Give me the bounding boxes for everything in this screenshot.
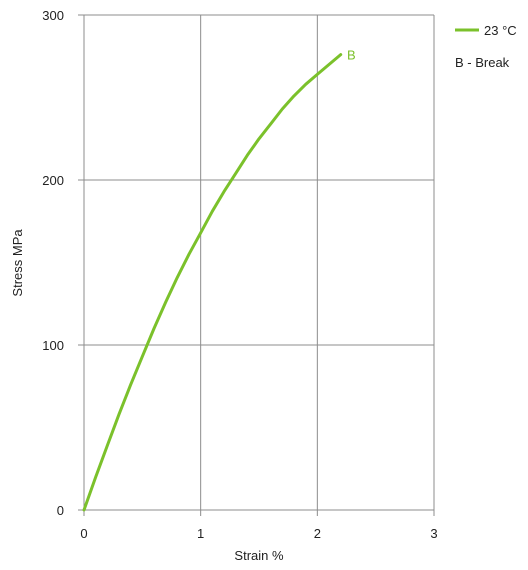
legend-break-note: B - Break: [455, 55, 510, 70]
legend: 23 °C B - Break: [455, 23, 517, 70]
grid: [78, 14, 435, 516]
series-line-23c: [82, 53, 343, 512]
x-tick-label: 0: [80, 526, 87, 541]
x-tick-label: 3: [430, 526, 437, 541]
y-tick-label: 200: [42, 173, 64, 188]
legend-entry-23c: 23 °C: [484, 23, 517, 38]
break-marker-label: B: [347, 48, 356, 63]
x-tick-label: 1: [197, 526, 204, 541]
x-tick-label: 2: [314, 526, 321, 541]
x-axis-label: Strain %: [234, 548, 284, 563]
y-tick-label: 0: [57, 503, 64, 518]
y-axis-label: Stress MPa: [10, 229, 25, 297]
series-lines: [82, 53, 343, 512]
y-tick-label: 100: [42, 338, 64, 353]
y-tick-label: 300: [42, 8, 64, 23]
tick-labels: 0 1 2 3 0 100 200 300: [42, 8, 437, 541]
